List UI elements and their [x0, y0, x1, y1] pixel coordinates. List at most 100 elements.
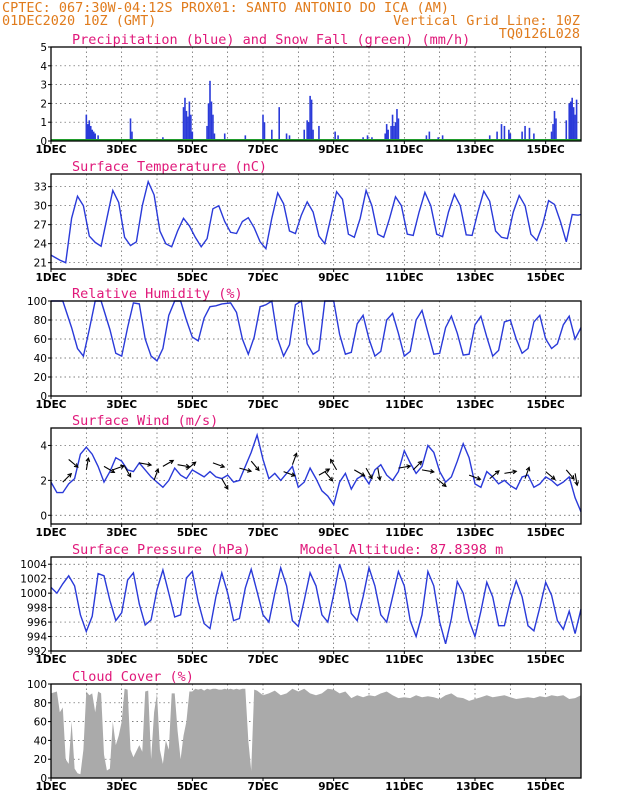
y-tick-label: 100 [27, 679, 47, 691]
y-tick-label: 60 [34, 717, 47, 729]
y-tick-label: 1004 [20, 559, 47, 571]
x-tick-label: 3DEC [106, 781, 137, 793]
precip-bar [390, 125, 392, 141]
x-tick-label: 13DEC [456, 781, 495, 793]
wind-arrow [177, 463, 191, 469]
x-tick-label: 5DEC [177, 144, 208, 156]
precip-bar [387, 129, 389, 141]
precip-bar [394, 122, 397, 141]
wind-arrow [545, 471, 556, 481]
precip-bar [397, 118, 400, 141]
x-tick-label: 15DEC [527, 272, 566, 284]
x-tick-label: 9DEC [318, 654, 349, 666]
precip-bar [92, 131, 95, 141]
header-line-2: 01DEC2020 10Z (GMT) [2, 13, 156, 29]
y-tick-label: 1 [40, 117, 47, 129]
wind-arrow [318, 468, 331, 476]
y-tick-label: 80 [34, 698, 47, 710]
precip-bar [441, 135, 444, 141]
panel-frame [50, 556, 582, 652]
precip-bar [488, 135, 491, 141]
x-tick-label: 15DEC [527, 399, 566, 411]
precip-bar [278, 107, 280, 141]
precip-bar [533, 133, 535, 141]
precip-bar [425, 135, 428, 141]
panel-frame [50, 173, 582, 270]
precip-bar [207, 103, 210, 141]
precip-bar [213, 133, 216, 141]
x-tick-label: 11DEC [385, 781, 424, 793]
x-tick-label: 1DEC [36, 527, 67, 539]
y-tick-label: 24 [34, 239, 48, 251]
x-tick-label: 5DEC [177, 781, 208, 793]
x-tick-label: 7DEC [248, 527, 279, 539]
y-tick-label: 33 [34, 182, 47, 194]
precip-bar [212, 114, 214, 141]
wind-arrow [524, 466, 531, 479]
precip-bar [184, 97, 186, 141]
wind-arrow [85, 456, 91, 470]
y-tick-label: 996 [27, 617, 47, 629]
header-model-id: TQ0126L028 [499, 26, 580, 42]
x-tick-label: 1DEC [36, 654, 67, 666]
x-tick-label: 3DEC [106, 654, 137, 666]
precip-bar [500, 124, 503, 141]
series-line [50, 563, 582, 644]
panel-frame [50, 683, 582, 779]
x-tick-label: 9DEC [318, 144, 349, 156]
panel-4: Surface Wind (m/s) 0 2 4 1DEC 3DEC 5DEC 7DEC 9DE… [36, 413, 582, 539]
x-tick-label: 9DEC [318, 527, 349, 539]
panels: Precipitation (blue) and Snow Fall (gree… [20, 32, 582, 793]
wind-arrow [489, 470, 500, 480]
x-tick-label: 9DEC [318, 781, 349, 793]
precip-bar [528, 127, 531, 141]
x-tick-label: 15DEC [527, 527, 566, 539]
precip-bar [94, 133, 96, 141]
wind-arrow [376, 468, 382, 482]
precip-bar [89, 125, 92, 141]
series-line [50, 432, 582, 513]
panel-title-extra: Model Altitude: 87.8398 m [300, 542, 503, 558]
y-tick-label: 4 [40, 61, 47, 73]
x-tick-label: 1DEC [36, 399, 67, 411]
x-tick-label: 9DEC [318, 272, 349, 284]
precip-bar [312, 129, 314, 141]
precip-bar [182, 107, 185, 141]
panel-title: Surface Pressure (hPa) [72, 542, 251, 558]
x-tick-label: 1DEC [36, 144, 67, 156]
x-tick-label: 11DEC [385, 272, 424, 284]
wind-arrow [162, 459, 175, 467]
x-tick-label: 3DEC [106, 144, 137, 156]
panel-5: Surface Pressure (hPa) Model Altitude: 87… [20, 542, 582, 666]
panel-title: Surface Temperature (nC) [72, 159, 267, 175]
x-tick-label: 11DEC [385, 527, 424, 539]
wind-arrow [124, 466, 132, 478]
precip-bar [334, 131, 336, 141]
precip-bar [565, 120, 568, 141]
precip-bar [569, 101, 572, 141]
wind-arrow [68, 458, 79, 468]
precip-bar [87, 124, 89, 141]
precip-bar [309, 95, 311, 141]
wind-arrow [239, 467, 253, 473]
precip-bar [318, 125, 320, 141]
x-tick-label: 13DEC [456, 527, 495, 539]
wind-arrow [250, 460, 260, 472]
panel-frame [50, 300, 582, 397]
precip-bar [97, 135, 99, 141]
wind-arrow [504, 469, 518, 475]
precip-bar [575, 99, 578, 141]
precip-bar [337, 135, 339, 141]
x-tick-label: 13DEC [456, 144, 495, 156]
precip-bar [509, 133, 512, 141]
x-tick-label: 13DEC [456, 654, 495, 666]
x-tick-label: 11DEC [385, 399, 424, 411]
x-tick-label: 3DEC [106, 399, 137, 411]
precip-bar [552, 124, 554, 141]
wind-arrow [412, 460, 423, 471]
wind-arrow [112, 464, 126, 471]
precip-bar [385, 124, 388, 141]
precip-bar [366, 135, 369, 141]
wind-arrow [354, 469, 366, 477]
y-tick-label: 0 [40, 510, 47, 522]
